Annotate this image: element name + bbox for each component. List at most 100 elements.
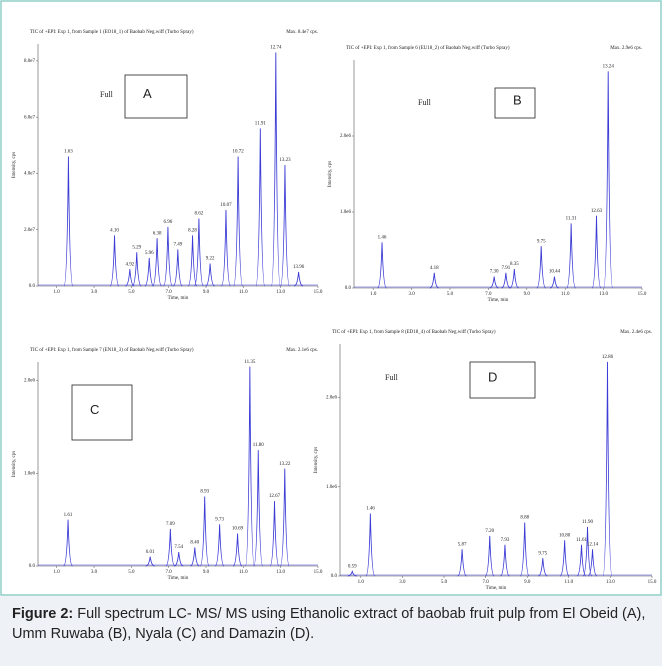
- y-axis-label: Intensity, cps: [12, 152, 17, 178]
- x-tick-label: 15.0: [648, 580, 657, 585]
- panel-header: TIC of +EPI: Exp 1, from Sample 8 (ED18_…: [332, 330, 496, 335]
- peak-label: 11.80: [253, 443, 265, 448]
- peak-label: 13.23: [279, 158, 291, 163]
- peak-label: 12.67: [269, 494, 281, 499]
- x-tick-label: 7.0: [485, 292, 492, 297]
- peak-label: 12.74: [270, 46, 282, 51]
- caption-text: Full spectrum LC- MS/ MS using Ethanolic…: [12, 606, 646, 642]
- panel-label-box: [469, 361, 536, 399]
- peak: [144, 257, 154, 287]
- x-tick-label: 9.0: [524, 580, 531, 585]
- peak-label: 11.91: [255, 122, 267, 127]
- x-tick-label: 1.0: [54, 290, 61, 295]
- y-tick-label: 0.0: [29, 284, 36, 289]
- peak-label: 12.63: [591, 209, 603, 214]
- peak: [63, 519, 73, 567]
- x-tick-label: 9.0: [203, 290, 210, 295]
- peak: [125, 269, 135, 287]
- peak: [279, 468, 290, 567]
- figure-panels: TIC of +EPI: Exp 1, from Sample 1 (EO18_…: [0, 0, 662, 596]
- y-tick-label: 0.0: [345, 286, 352, 291]
- panel-label: C: [90, 402, 99, 417]
- peak: [109, 235, 120, 287]
- peak: [205, 263, 215, 287]
- peak: [214, 524, 225, 567]
- x-tick-label: 7.0: [166, 290, 173, 295]
- peak-label: 9.22: [206, 257, 215, 262]
- y-tick-label: 1.0e6: [326, 485, 337, 490]
- panel-label: B: [513, 92, 522, 107]
- y-tick-label: 4.0e7: [24, 172, 35, 177]
- peak: [269, 501, 280, 567]
- peak-label: 8.62: [195, 212, 204, 217]
- peak-label: 4.18: [430, 266, 439, 271]
- peak: [549, 276, 559, 289]
- peak: [538, 558, 548, 577]
- panel-label-box: [124, 74, 188, 119]
- full-label: Full: [385, 373, 399, 382]
- x-tick-label: 5.0: [128, 570, 135, 575]
- max-label: Max. 2.9e6 cps.: [610, 46, 642, 51]
- peak: [232, 533, 243, 567]
- peak: [165, 528, 176, 567]
- peak: [429, 272, 439, 289]
- peak: [199, 496, 210, 567]
- peak-label: 9.75: [537, 239, 546, 244]
- peak: [145, 556, 155, 567]
- peak: [187, 235, 198, 287]
- peak-label: 10.44: [549, 270, 561, 275]
- x-tick-label: 3.0: [399, 580, 406, 585]
- x-axis-label: Time, min: [488, 298, 509, 303]
- x-axis-label: Time, min: [168, 296, 189, 301]
- peak-label: 5.96: [145, 251, 154, 256]
- peak-label: 9.75: [538, 551, 547, 556]
- peak-label: 1.63: [64, 150, 73, 155]
- peak: [587, 549, 598, 577]
- x-tick-label: 15.0: [314, 290, 323, 295]
- panel-label-box: [494, 87, 536, 119]
- panel-label: D: [488, 369, 497, 384]
- peak-label: 11.35: [244, 360, 256, 365]
- max-label: Max. 2.1e6 cps.: [286, 348, 318, 353]
- peak-label: 13.96: [293, 265, 305, 270]
- y-tick-label: 2.0e6: [24, 379, 35, 384]
- peak: [347, 569, 357, 577]
- peak-label: 1.61: [64, 513, 73, 518]
- panel-header: TIC of +EPI: Exp 1, from Sample 7 (EN18_…: [30, 348, 194, 353]
- peak: [519, 522, 530, 577]
- x-tick-label: 1.0: [370, 292, 377, 297]
- x-tick-label: 9.0: [524, 292, 531, 297]
- full-label: Full: [418, 98, 432, 107]
- x-tick-label: 9.0: [203, 570, 210, 575]
- y-tick-label: 0.0: [331, 574, 338, 579]
- x-tick-label: 11.0: [239, 570, 248, 575]
- peak-label: 8.28: [188, 228, 197, 233]
- peak: [255, 128, 266, 287]
- peak: [174, 552, 184, 567]
- peak: [536, 246, 547, 289]
- peak-label: 7.54: [174, 545, 183, 550]
- x-tick-label: 11.0: [239, 290, 248, 295]
- peak: [294, 271, 304, 287]
- peak-label: 6.01: [146, 550, 155, 555]
- x-tick-label: 1.0: [358, 580, 365, 585]
- peak-label: 10.69: [232, 527, 244, 532]
- x-tick-label: 13.0: [276, 290, 285, 295]
- x-tick-label: 3.0: [91, 290, 98, 295]
- peak-label: 7.49: [173, 243, 182, 248]
- x-tick-label: 11.0: [565, 580, 574, 585]
- x-tick-label: 5.0: [128, 290, 135, 295]
- peak: [489, 276, 499, 289]
- peak: [163, 226, 173, 287]
- x-tick-label: 15.0: [638, 292, 647, 297]
- y-tick-label: 6.0e7: [24, 115, 35, 120]
- y-tick-label: 0.0: [29, 564, 36, 569]
- peak: [280, 164, 290, 287]
- peak: [500, 544, 510, 577]
- x-tick-label: 5.0: [447, 292, 454, 297]
- caption-label: Figure 2:: [12, 606, 74, 622]
- peak: [591, 215, 602, 289]
- peak: [190, 547, 200, 567]
- peak: [365, 513, 376, 577]
- x-tick-label: 3.0: [91, 570, 98, 575]
